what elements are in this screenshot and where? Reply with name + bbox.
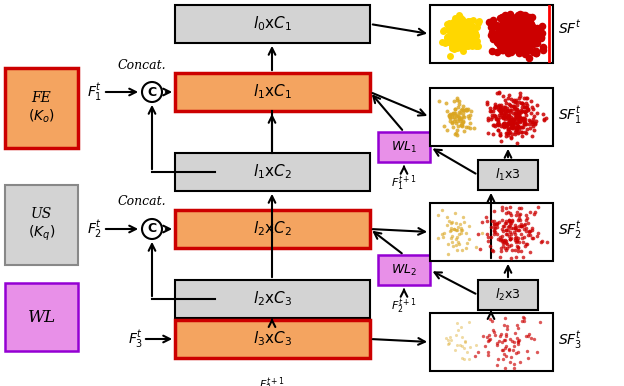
Bar [478, 280, 538, 310]
Text: $F_1^{t+1}$: $F_1^{t+1}$ [391, 173, 417, 193]
Text: C: C [147, 222, 157, 235]
Bar [378, 255, 430, 285]
Bar [430, 313, 553, 371]
Bar [478, 160, 538, 190]
Text: $WL_1$: $WL_1$ [391, 139, 417, 154]
Text: $l_1$x$C_1$: $l_1$x$C_1$ [253, 83, 292, 102]
Bar [175, 320, 370, 358]
Bar [175, 73, 370, 111]
Text: $F_2^t$: $F_2^t$ [87, 218, 102, 240]
Bar [5, 185, 78, 265]
Text: $l_2$x3: $l_2$x3 [495, 287, 521, 303]
Text: $SF_1^t$: $SF_1^t$ [558, 104, 582, 126]
Bar [175, 5, 370, 43]
Text: $F_2^{t+1}$: $F_2^{t+1}$ [391, 296, 417, 316]
Bar [430, 203, 553, 261]
Text: $l_3$x$C_3$: $l_3$x$C_3$ [253, 330, 292, 348]
Text: $F_1^t$: $F_1^t$ [87, 81, 102, 103]
Text: C: C [147, 86, 157, 98]
Text: WL: WL [27, 308, 56, 325]
Text: $F_3^{t+1}$: $F_3^{t+1}$ [259, 375, 285, 386]
Text: $l_2$x$C_2$: $l_2$x$C_2$ [253, 220, 292, 238]
Bar [5, 68, 78, 148]
Text: Concat.: Concat. [118, 195, 167, 208]
Text: $l_0$x$C_1$: $l_0$x$C_1$ [253, 15, 292, 33]
Text: $F_3^t$: $F_3^t$ [128, 328, 143, 350]
Bar [378, 132, 430, 162]
Text: Concat.: Concat. [118, 59, 167, 72]
Bar [430, 88, 553, 146]
Text: US
$(K_q)$: US $(K_q)$ [28, 207, 55, 243]
Text: $l_1$x3: $l_1$x3 [495, 167, 521, 183]
Bar [175, 210, 370, 248]
Text: $SF_3^t$: $SF_3^t$ [558, 329, 582, 351]
Bar [5, 283, 78, 351]
Bar [430, 5, 553, 63]
Text: FE
$(K_o)$: FE $(K_o)$ [28, 91, 55, 125]
Text: $l_2$x$C_3$: $l_2$x$C_3$ [253, 290, 292, 308]
Text: $WL_2$: $WL_2$ [391, 262, 417, 278]
Text: $SF_2^t$: $SF_2^t$ [558, 219, 582, 241]
Text: $SF^t$: $SF^t$ [558, 19, 582, 37]
Bar [175, 153, 370, 191]
Text: $l_1$x$C_2$: $l_1$x$C_2$ [253, 163, 292, 181]
Bar [175, 280, 370, 318]
